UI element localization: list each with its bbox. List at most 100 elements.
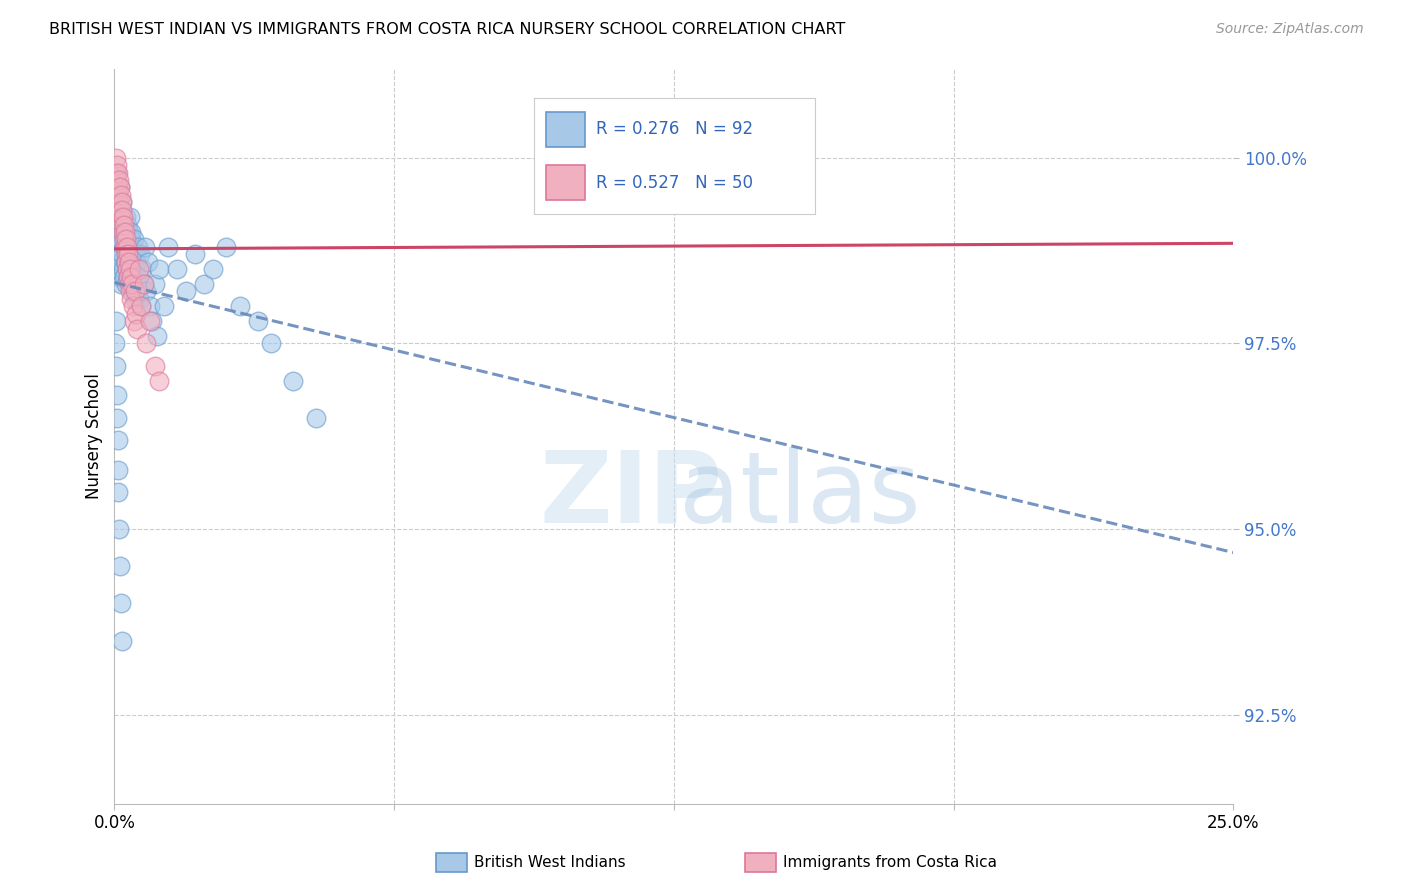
- Point: [117, 247, 139, 261]
- Point: [110, 254, 132, 268]
- Point: [117, 218, 139, 232]
- Point: [105, 410, 128, 425]
- Point: [105, 180, 128, 194]
- Point: [104, 187, 127, 202]
- Point: [128, 292, 150, 306]
- Point: [105, 314, 128, 328]
- Point: [105, 240, 128, 254]
- Point: [129, 299, 152, 313]
- Point: [107, 485, 129, 500]
- Point: [121, 269, 143, 284]
- Point: [129, 299, 152, 313]
- Point: [129, 247, 152, 261]
- Point: [112, 240, 135, 254]
- Point: [131, 262, 153, 277]
- Point: [110, 202, 132, 217]
- Point: [114, 225, 136, 239]
- Point: [112, 218, 135, 232]
- Point: [120, 269, 142, 284]
- Text: atlas: atlas: [679, 447, 921, 543]
- Point: [107, 187, 129, 202]
- Point: [114, 254, 136, 268]
- Point: [120, 225, 142, 239]
- Point: [104, 262, 127, 277]
- Point: [122, 285, 145, 299]
- Point: [141, 314, 163, 328]
- Point: [122, 299, 145, 313]
- Point: [124, 247, 146, 261]
- Point: [107, 180, 129, 194]
- Point: [117, 247, 139, 261]
- Point: [283, 374, 305, 388]
- Point: [104, 210, 127, 224]
- Point: [108, 173, 131, 187]
- Point: [128, 269, 150, 284]
- Point: [107, 433, 129, 447]
- Point: [132, 277, 155, 291]
- Point: [104, 359, 127, 373]
- Point: [124, 292, 146, 306]
- Point: [120, 232, 142, 246]
- Point: [152, 299, 174, 313]
- Point: [108, 218, 131, 232]
- Point: [128, 262, 150, 277]
- Point: [115, 232, 138, 246]
- Point: [112, 218, 135, 232]
- Point: [108, 522, 131, 536]
- Point: [146, 329, 169, 343]
- Point: [111, 225, 134, 239]
- Point: [110, 633, 132, 648]
- Point: [112, 269, 135, 284]
- Point: [114, 247, 136, 261]
- Point: [114, 240, 136, 254]
- Point: [107, 187, 129, 202]
- Point: [118, 210, 141, 224]
- Point: [114, 225, 136, 239]
- Point: [111, 247, 134, 261]
- Point: [193, 277, 215, 291]
- Point: [111, 262, 134, 277]
- Point: [132, 277, 155, 291]
- Point: [127, 240, 149, 254]
- Point: [122, 314, 145, 328]
- Point: [105, 195, 128, 210]
- Point: [174, 285, 197, 299]
- Point: [108, 232, 131, 246]
- Point: [121, 277, 143, 291]
- Text: Source: ZipAtlas.com: Source: ZipAtlas.com: [1216, 22, 1364, 37]
- Text: ZIP: ZIP: [540, 447, 723, 543]
- Point: [118, 254, 141, 268]
- Point: [118, 262, 141, 277]
- Point: [105, 173, 128, 187]
- Point: [148, 262, 170, 277]
- Text: Immigrants from Costa Rica: Immigrants from Costa Rica: [783, 855, 997, 870]
- Point: [117, 262, 139, 277]
- Point: [184, 247, 207, 261]
- Point: [135, 285, 157, 299]
- Text: R = 0.276   N = 92: R = 0.276 N = 92: [596, 120, 754, 138]
- Point: [112, 210, 135, 224]
- Point: [110, 210, 132, 224]
- Point: [125, 321, 148, 335]
- Text: British West Indians: British West Indians: [474, 855, 626, 870]
- Point: [201, 262, 224, 277]
- Point: [107, 165, 129, 179]
- Point: [115, 254, 138, 268]
- Point: [115, 240, 138, 254]
- Point: [110, 180, 132, 194]
- Point: [157, 240, 180, 254]
- Point: [110, 277, 132, 291]
- Point: [143, 359, 166, 373]
- Point: [110, 210, 132, 224]
- Point: [121, 285, 143, 299]
- Point: [108, 195, 131, 210]
- Point: [107, 225, 129, 239]
- Point: [120, 277, 142, 291]
- Point: [143, 277, 166, 291]
- Point: [246, 314, 269, 328]
- Point: [215, 240, 238, 254]
- Point: [115, 262, 138, 277]
- Point: [125, 277, 148, 291]
- Point: [110, 195, 132, 210]
- Point: [111, 218, 134, 232]
